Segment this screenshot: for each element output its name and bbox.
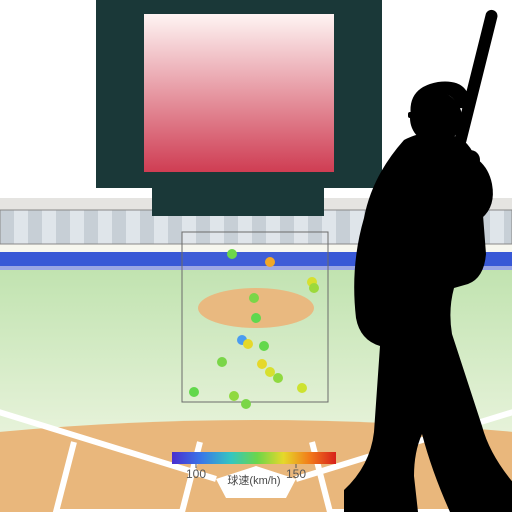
pitch-marker (265, 367, 275, 377)
legend-label: 球速(km/h) (227, 473, 280, 487)
pitch-marker (265, 257, 275, 267)
pitch-marker (217, 357, 227, 367)
pitch-marker (251, 313, 261, 323)
svg-text:100: 100 (186, 467, 206, 481)
pitch-marker (259, 341, 269, 351)
pitch-marker (249, 293, 259, 303)
pitch-marker (227, 249, 237, 259)
pitch-marker (243, 339, 253, 349)
pitch-marker (229, 391, 239, 401)
scoreboard (96, 0, 382, 216)
pitch-marker (297, 383, 307, 393)
pitch-location-chart: 100 150 球速(km/h) (0, 0, 512, 512)
pitch-marker (273, 373, 283, 383)
pitch-marker (257, 359, 267, 369)
svg-text:150: 150 (286, 467, 306, 481)
pitch-marker (309, 283, 319, 293)
pitch-marker (241, 399, 251, 409)
pitch-marker (189, 387, 199, 397)
